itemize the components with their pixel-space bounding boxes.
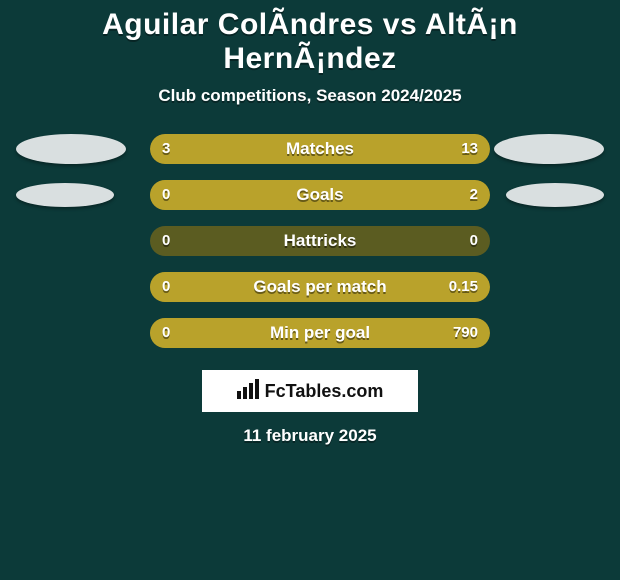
stat-value-right: 13 [461,134,478,164]
player-left-marker [16,134,126,164]
date-label: 11 february 2025 [0,426,620,446]
stat-row: 00Hattricks [10,226,610,256]
stat-bar-track [150,226,490,256]
stat-bar-track [150,134,490,164]
bar-chart-icon [237,379,259,404]
stat-value-left: 0 [162,318,170,348]
stat-row: 02Goals [10,180,610,210]
stat-bar-left [150,134,214,164]
brand-badge[interactable]: FcTables.com [202,370,418,412]
player-right-marker [494,134,604,164]
stat-value-right: 2 [470,180,478,210]
stat-row: 0790Min per goal [10,318,610,348]
stat-value-right: 790 [453,318,478,348]
stat-bar-track [150,318,490,348]
player-left-marker [16,183,114,207]
stat-bar-right [150,272,490,302]
stat-rows: 313Matches02Goals00Hattricks00.15Goals p… [0,134,620,348]
stat-value-right: 0 [470,226,478,256]
stat-bar-right [150,318,490,348]
stat-row: 313Matches [10,134,610,164]
stat-value-left: 0 [162,180,170,210]
stat-value-right: 0.15 [449,272,478,302]
page-subtitle: Club competitions, Season 2024/2025 [0,86,620,106]
player-right-marker [506,183,604,207]
page-title: Aguilar ColÃndres vs AltÃ¡n HernÃ¡ndez [12,8,608,76]
comparison-card: Aguilar ColÃndres vs AltÃ¡n HernÃ¡ndez C… [0,0,620,580]
stat-value-left: 0 [162,272,170,302]
stat-bar-right [150,180,490,210]
stat-row: 00.15Goals per match [10,272,610,302]
stat-bar-track [150,272,490,302]
stat-value-left: 0 [162,226,170,256]
stat-bar-track [150,180,490,210]
stat-bar-right [214,134,490,164]
stat-value-left: 3 [162,134,170,164]
brand-label: FcTables.com [265,381,384,402]
